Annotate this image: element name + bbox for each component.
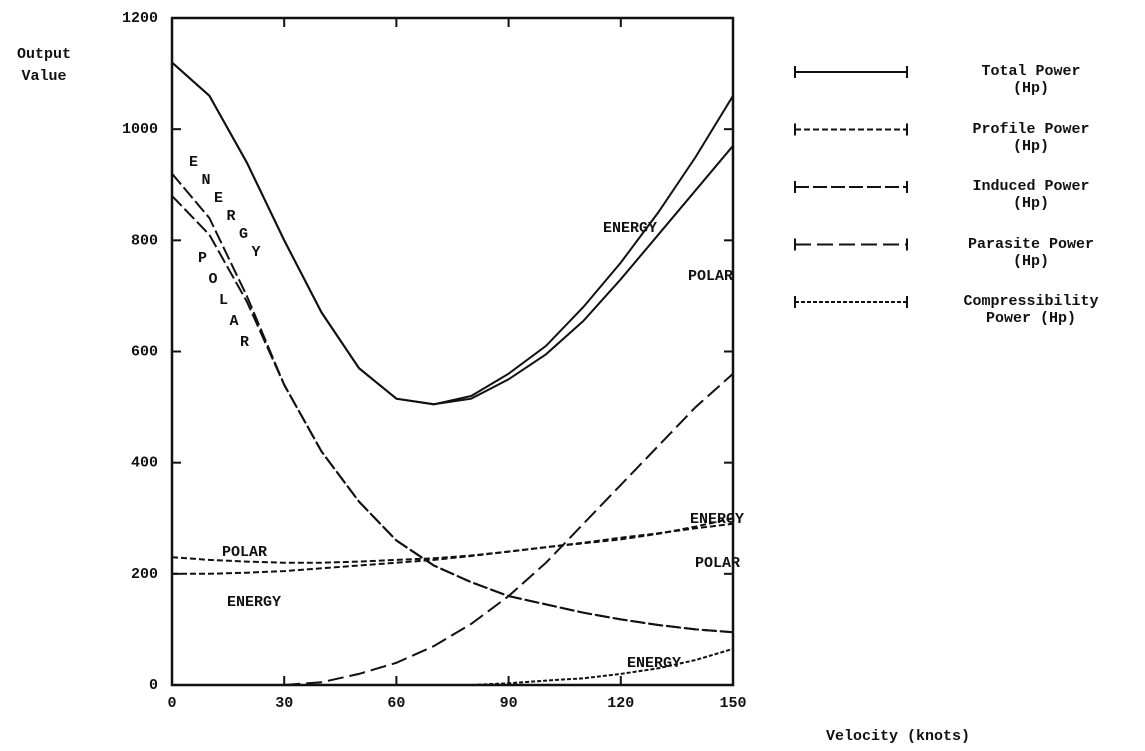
curve-label-letter: Y	[252, 244, 261, 261]
curve-label-letter: E	[189, 154, 198, 171]
x-tick-label: 150	[719, 695, 746, 712]
legend-label: Profile Power (Hp)	[972, 120, 1090, 155]
curve	[171, 522, 734, 564]
y-tick-label: 600	[131, 343, 158, 360]
y-tick-label: 800	[131, 232, 158, 249]
curve-label: POLAR	[222, 544, 267, 561]
y-axis-label: Output Value	[16, 46, 71, 85]
legend-label: Induced Power (Hp)	[972, 178, 1090, 212]
x-tick-label: 30	[275, 695, 293, 712]
curve-label: ENERGY	[627, 655, 681, 672]
curve	[172, 517, 734, 575]
y-tick-label: 1000	[122, 121, 158, 138]
curve-label: POLAR	[198, 250, 249, 351]
y-tick-label: 200	[131, 566, 158, 583]
curve	[284, 372, 734, 686]
x-tick-label: 0	[167, 695, 176, 712]
x-tick-label: 90	[500, 695, 518, 712]
curve-label-letter: O	[209, 271, 218, 288]
legend-label: Total Power (Hp)	[981, 63, 1081, 97]
curve-label-letter: E	[214, 190, 223, 207]
curve-label-letter: N	[202, 172, 211, 189]
curve-label-letter: A	[230, 313, 239, 330]
curve-label-letter: R	[227, 208, 236, 225]
curve-label: ENERGY	[189, 154, 261, 261]
x-axis-label: Velocity (knots)	[826, 728, 970, 745]
y-tick-label: 0	[149, 677, 158, 694]
curve	[171, 61, 734, 406]
curve-label: ENERGY	[603, 220, 657, 237]
curve-label-letter: P	[198, 250, 207, 267]
x-tick-label: 120	[607, 695, 634, 712]
curve	[171, 195, 734, 634]
curve-label: ENERGY	[227, 594, 281, 611]
curve	[171, 172, 734, 634]
curve-label: POLAR	[688, 268, 733, 285]
legend-label: Compressibility Power (Hp)	[963, 293, 1099, 327]
plot-frame	[170, 16, 735, 687]
y-tick-label: 1200	[122, 10, 158, 27]
legend-label: Parasite Power (Hp)	[967, 235, 1095, 270]
y-tick-label: 400	[131, 455, 158, 472]
curve-label-letter: G	[239, 226, 248, 243]
curve	[471, 647, 734, 686]
curve-label: POLAR	[695, 555, 740, 572]
curve-label-letter: L	[219, 292, 228, 309]
curve-label: ENERGY	[690, 511, 744, 528]
x-tick-label: 60	[387, 695, 405, 712]
curve-label-letter: R	[240, 334, 249, 351]
